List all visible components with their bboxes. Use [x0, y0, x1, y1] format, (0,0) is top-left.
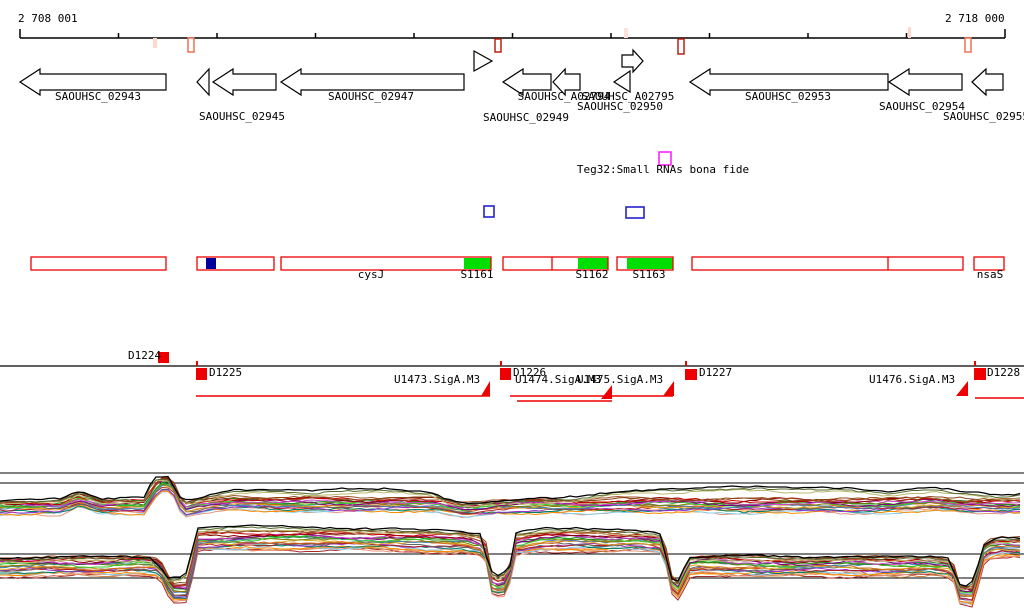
probe-box[interactable]: [625, 206, 645, 219]
gene-SAOUHSC_02954[interactable]: [887, 67, 963, 97]
tu-terminator-U1476[interactable]: [956, 381, 968, 396]
tu-label-U1474: U1474.SigA.M3: [515, 373, 602, 386]
ruler-feature-mark[interactable]: [677, 38, 685, 55]
gene-small-orf-forward[interactable]: [473, 49, 494, 73]
tss-site-D1226[interactable]: [500, 368, 511, 380]
gene-label-SAOUHSC_A02795: SAOUHSC_A02795: [581, 90, 675, 103]
operon-box-bg: [31, 257, 166, 270]
ruler-feature-mark[interactable]: [624, 28, 628, 38]
gene-label-SAOUHSC_02945: SAOUHSC_02945: [198, 110, 286, 123]
tss-label-D1228: D1228: [987, 366, 1021, 379]
tss-site-D1224[interactable]: [158, 352, 169, 363]
srna-track: [658, 151, 672, 166]
expression-track-upper-series-0: [0, 475, 1021, 505]
operon-box[interactable]: [691, 256, 964, 271]
operon-label-nsaS: nsaS: [976, 268, 1004, 281]
gene-SAOUHSC_A02794[interactable]: [552, 67, 581, 97]
operon-box-bg: [692, 257, 963, 270]
gene-label-SAOUHSC_02950: SAOUHSC_02950: [576, 100, 664, 113]
probe-box[interactable]: [483, 205, 495, 218]
srna-green-segment[interactable]: [464, 258, 491, 269]
operon-box[interactable]: [616, 256, 674, 271]
tss-site-D1227[interactable]: [685, 369, 697, 380]
tss-label-D1227: D1227: [699, 366, 733, 379]
gene-track: [18, 48, 1004, 97]
operon-box-bg: [281, 257, 491, 270]
ruler-feature-mark[interactable]: [964, 37, 972, 53]
ruler-feature-mark[interactable]: [187, 37, 195, 53]
operon-box[interactable]: [280, 256, 492, 271]
tss-label-D1224: D1224: [128, 349, 162, 362]
gene-SAOUHSC_02950[interactable]: [612, 69, 631, 94]
tu-terminator-U1473[interactable]: [481, 381, 490, 396]
gene-label-SAOUHSC_02955: SAOUHSC_02955: [942, 110, 1024, 123]
gene-SAOUHSC_02949[interactable]: [501, 67, 552, 97]
gene-SAOUHSC_A02795[interactable]: [621, 48, 644, 74]
srna-green-segment[interactable]: [578, 258, 608, 269]
ruler-feature-mark[interactable]: [908, 27, 911, 38]
expression-track-upper-series-19: [0, 490, 1020, 517]
tss-tick-D1225: [196, 361, 198, 366]
gene-SAOUHSC_02955[interactable]: [971, 67, 1004, 97]
tss-track: [0, 352, 1024, 402]
gene-label-SAOUHSC_02947: SAOUHSC_02947: [327, 90, 415, 103]
srna-teg32-box[interactable]: [658, 151, 672, 166]
coordinate-ruler: [19, 27, 1006, 55]
gene-gene-fragment-02944[interactable]: [196, 67, 210, 97]
gene-SAOUHSC_02947[interactable]: [279, 67, 465, 97]
expression-track-lower-series-1: [0, 526, 1021, 589]
tu-terminator-U1474[interactable]: [601, 385, 612, 399]
tu-label-U1475: U1475.SigA.M3: [577, 373, 664, 386]
gene-SAOUHSC_02945[interactable]: [211, 67, 277, 97]
operon-box[interactable]: [502, 256, 609, 271]
expression-track-lower-series-0: [0, 524, 1021, 587]
operon-label-S1163: S1163: [632, 268, 666, 281]
expression-track-upper-series-1: [0, 478, 1021, 507]
gene-label-SAOUHSC_02943: SAOUHSC_02943: [54, 90, 142, 103]
expression-track-lower-series-2: [0, 529, 1021, 591]
operon-label-cysJ: cysJ: [357, 268, 385, 281]
tss-site-D1228[interactable]: [974, 368, 986, 380]
gene-label-SAOUHSC_02954: SAOUHSC_02954: [878, 100, 966, 113]
operon-box-bg: [974, 257, 1004, 270]
operon-box[interactable]: [30, 256, 167, 271]
srna-track-title: Teg32:Small RNAs bona fide: [576, 163, 750, 176]
tss-label-D1225: D1225: [209, 366, 243, 379]
expression-track-lower: [0, 524, 1024, 608]
operon-label-S1161: S1161: [460, 268, 494, 281]
operon-track: [30, 256, 1005, 271]
ruler-end-coordinate: 2 718 000: [945, 12, 1005, 25]
tu-label-U1476: U1476.SigA.M3: [869, 373, 956, 386]
tss-label-D1226: D1226: [513, 366, 547, 379]
srna-green-segment[interactable]: [627, 258, 673, 269]
gene-label-SAOUHSC_A02794: SAOUHSC_A02794: [517, 90, 611, 103]
tss-tick-D1228: [974, 361, 976, 366]
probe-box-track: [483, 205, 645, 219]
tss-site-D1225[interactable]: [196, 368, 207, 380]
tss-tick-D1226: [500, 361, 502, 366]
navy-segment[interactable]: [206, 258, 216, 269]
tss-tick-D1227: [685, 361, 687, 366]
tu-label-U1473: U1473.SigA.M3: [394, 373, 481, 386]
operon-label-S1162: S1162: [575, 268, 609, 281]
gene-label-SAOUHSC_02953: SAOUHSC_02953: [744, 90, 832, 103]
ruler-feature-mark[interactable]: [494, 38, 502, 53]
operon-box-bg: [197, 257, 274, 270]
gene-label-SAOUHSC_02949: SAOUHSC_02949: [482, 111, 570, 124]
operon-box[interactable]: [196, 256, 275, 271]
tu-terminator-U1475[interactable]: [663, 381, 674, 396]
expression-track-upper: [0, 472, 1024, 519]
gene-SAOUHSC_02943[interactable]: [18, 67, 167, 97]
operon-box[interactable]: [973, 256, 1005, 271]
expression-track-upper-series-17: [0, 489, 1021, 516]
ruler-feature-mark[interactable]: [153, 38, 157, 48]
ruler-start-coordinate: 2 708 001: [18, 12, 78, 25]
